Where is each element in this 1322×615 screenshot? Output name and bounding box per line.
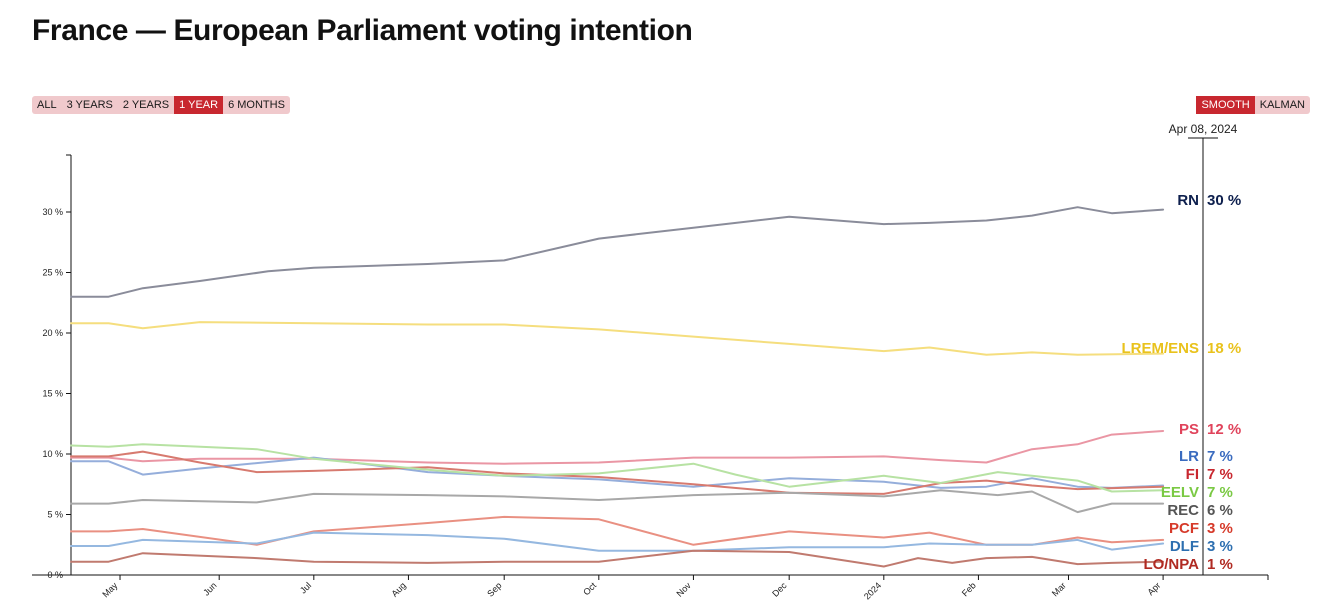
x-tick-label: Aug xyxy=(389,580,407,598)
end-label-rn: RN xyxy=(1177,192,1199,209)
x-tick-label: May xyxy=(100,580,119,599)
time-range-selector: ALL 3 YEARS 2 YEARS 1 YEAR 6 MONTHS xyxy=(32,96,290,114)
y-tick-label: 10 % xyxy=(42,449,63,459)
end-value-lr: 7 % xyxy=(1207,448,1233,465)
end-label-lr: LR xyxy=(1179,448,1199,465)
end-label-fi: FI xyxy=(1186,466,1199,483)
smooth-button[interactable]: SMOOTH xyxy=(1196,96,1255,114)
end-value-rec: 6 % xyxy=(1207,502,1233,519)
end-value-pcf: 3 % xyxy=(1207,520,1233,537)
kalman-button[interactable]: KALMAN xyxy=(1259,99,1305,111)
end-value-ps: 12 % xyxy=(1207,421,1241,438)
x-tick-label: Jul xyxy=(298,580,313,595)
page-title: France — European Parliament voting inte… xyxy=(32,14,693,47)
end-value-lonpa: 1 % xyxy=(1207,556,1233,573)
end-label-ps: PS xyxy=(1179,421,1199,438)
series-line-lonpa xyxy=(70,549,1165,568)
end-value-rn: 30 % xyxy=(1207,192,1241,209)
y-tick-label: 25 % xyxy=(42,268,63,278)
range-2-years-button[interactable]: 2 YEARS xyxy=(122,99,170,111)
range-6-months-button[interactable]: 6 MONTHS xyxy=(228,99,285,111)
series-line-rn xyxy=(70,206,1165,298)
end-value-eelv: 7 % xyxy=(1207,484,1233,501)
end-label-dlf: DLF xyxy=(1170,538,1199,555)
x-tick-label: Dec xyxy=(770,580,789,599)
y-tick-label: 30 % xyxy=(42,207,63,217)
x-tick-label: Apr xyxy=(1146,580,1163,597)
x-tick-label: Feb xyxy=(960,580,978,598)
range-all-button[interactable]: ALL xyxy=(37,99,57,111)
x-tick-label: Mar xyxy=(1050,580,1068,598)
y-tick-label: 15 % xyxy=(42,389,63,399)
y-tick-label: 5 % xyxy=(47,510,63,520)
series-line-lremens xyxy=(70,321,1165,356)
series-line-fi xyxy=(70,450,1165,495)
y-tick-label: 0 % xyxy=(47,570,63,580)
method-selector: SMOOTH KALMAN xyxy=(1196,96,1310,114)
x-tick-label: 2024 xyxy=(862,580,883,601)
end-label-lremens: LREM/ENS xyxy=(1121,340,1199,357)
series-line-lr xyxy=(70,456,1165,489)
x-tick-label: Nov xyxy=(674,580,693,599)
x-tick-label: Sep xyxy=(485,580,503,598)
end-label-rec: REC xyxy=(1167,502,1199,519)
y-tick-label: 20 % xyxy=(42,328,63,338)
series-line-eelv xyxy=(70,443,1165,493)
range-1-year-button[interactable]: 1 YEAR xyxy=(174,96,224,114)
end-value-fi: 7 % xyxy=(1207,466,1233,483)
end-value-dlf: 3 % xyxy=(1207,538,1233,555)
series-line-pcf xyxy=(70,515,1165,546)
series-line-rec xyxy=(70,489,1165,514)
range-3-years-button[interactable]: 3 YEARS xyxy=(66,99,113,111)
end-label-lonpa: LO/NPA xyxy=(1143,556,1199,573)
end-value-lremens: 18 % xyxy=(1207,340,1241,357)
x-tick-label: Oct xyxy=(581,580,598,597)
cursor-date-label: Apr 08, 2024 xyxy=(1169,122,1238,136)
end-label-pcf: PCF xyxy=(1169,520,1199,537)
x-tick-label: Jun xyxy=(201,580,218,597)
end-label-eelv: EELV xyxy=(1161,484,1199,501)
